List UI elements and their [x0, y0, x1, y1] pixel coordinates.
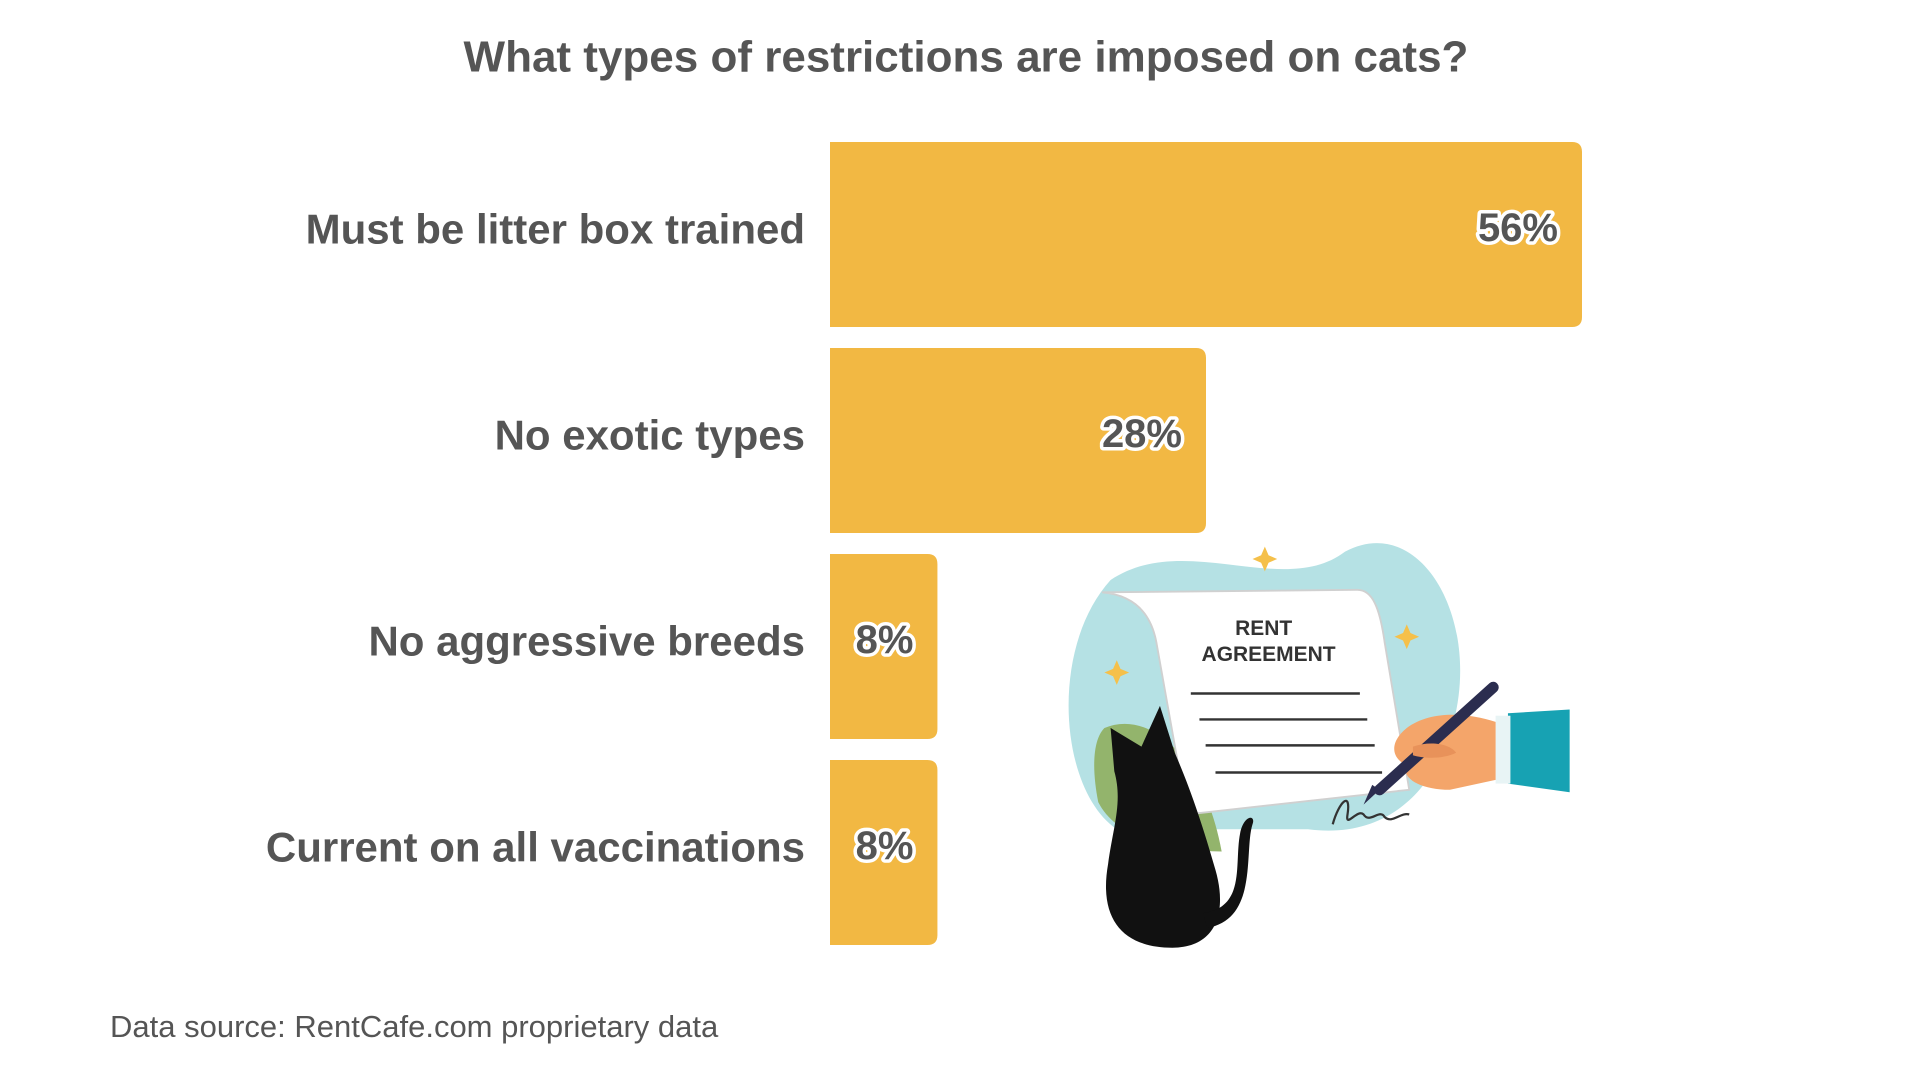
doc-title: AGREEMENT	[1202, 643, 1336, 666]
doc-title: RENT	[1235, 617, 1292, 640]
category-label: No exotic types	[495, 412, 805, 459]
bar	[830, 760, 938, 945]
bar	[830, 348, 1206, 533]
signature	[1331, 799, 1410, 825]
pen-nib	[1363, 784, 1380, 805]
sparkles	[1104, 546, 1420, 685]
value-label: 8%	[856, 618, 914, 662]
sleeve	[1507, 709, 1570, 793]
cuff	[1495, 715, 1511, 784]
category-label: Must be litter box trained	[306, 206, 805, 253]
pen	[1374, 681, 1499, 796]
bar	[830, 142, 1582, 327]
value-label: 56%	[1478, 206, 1558, 250]
cat	[1105, 705, 1254, 948]
source-note: Data source: RentCafe.com proprietary da…	[110, 1009, 719, 1044]
value-label: 8%	[856, 824, 914, 868]
chart-title: What types of restrictions are imposed o…	[464, 33, 1469, 82]
illustration: RENT AGREEMENT	[1068, 543, 1570, 948]
value-label: 28%	[1102, 412, 1182, 456]
category-label: Current on all vaccinations	[266, 824, 805, 871]
category-label: No aggressive breeds	[368, 618, 805, 665]
paper	[1101, 588, 1411, 816]
finger	[1412, 743, 1457, 758]
bar	[830, 554, 938, 739]
doc-lines	[1190, 692, 1383, 774]
